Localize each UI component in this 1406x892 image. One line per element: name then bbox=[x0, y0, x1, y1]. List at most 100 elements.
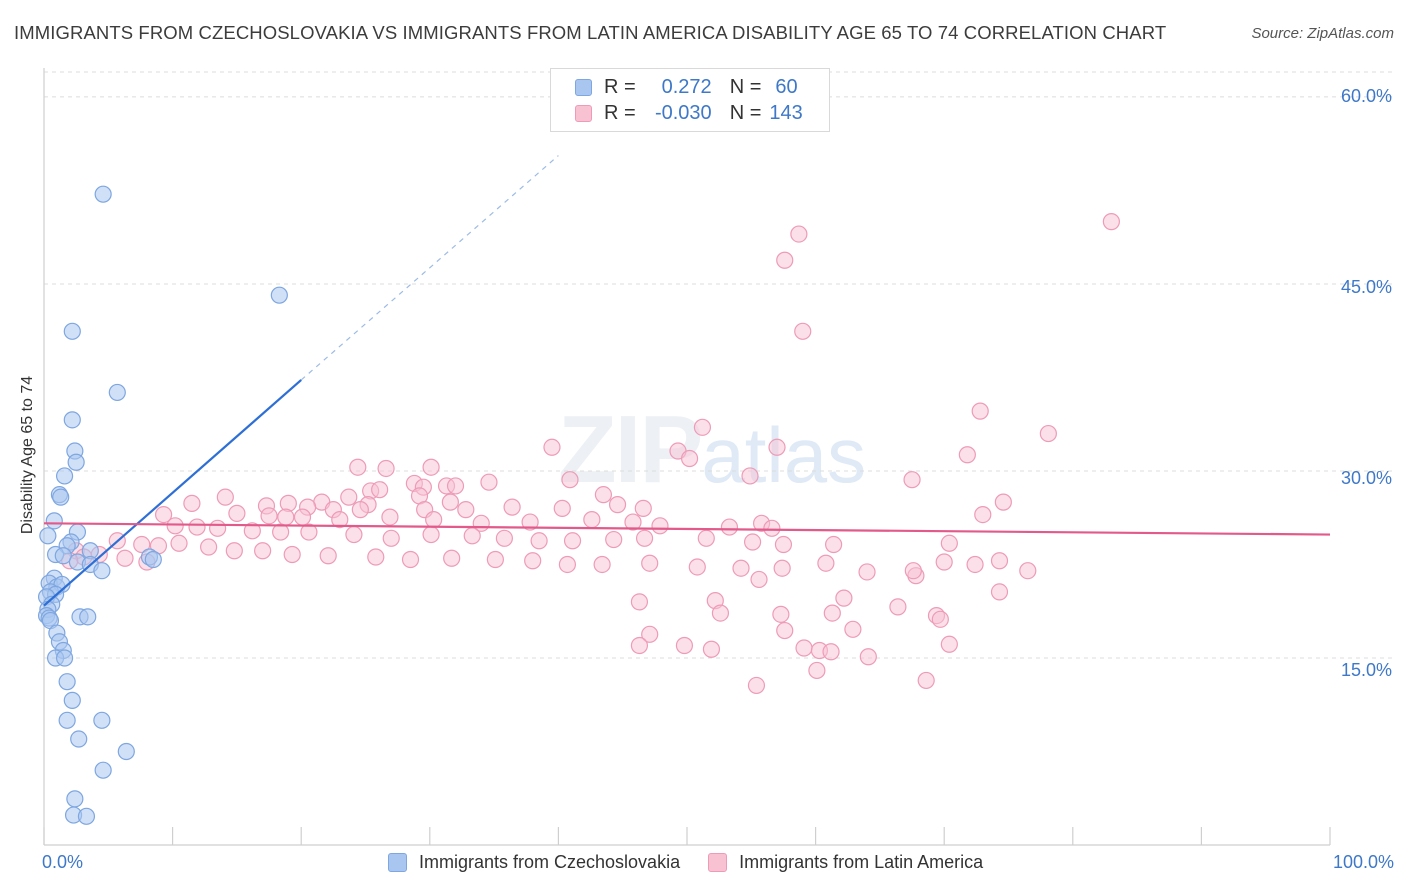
latin-america-point bbox=[931, 610, 949, 628]
latin-america-point bbox=[243, 522, 261, 540]
czechoslovakia-point bbox=[55, 649, 74, 667]
r-label: R = bbox=[604, 101, 636, 124]
latin-america-point bbox=[773, 559, 791, 577]
latin-america-point bbox=[443, 549, 461, 567]
latin-america-point bbox=[563, 532, 582, 550]
n-label: N = bbox=[729, 101, 762, 124]
latin-america-point bbox=[702, 640, 721, 658]
latin-america-point bbox=[889, 598, 907, 616]
czechoslovakia-trend-extension bbox=[300, 155, 559, 381]
legend-label: Immigrants from Latin America bbox=[739, 852, 984, 872]
czechoslovakia-point bbox=[94, 185, 112, 203]
latin-america-point bbox=[651, 517, 669, 535]
latin-america-point bbox=[822, 643, 840, 661]
r-value: -0.030 bbox=[654, 101, 712, 124]
latin-america-point bbox=[741, 467, 759, 485]
czechoslovakia-point bbox=[117, 742, 135, 761]
latin-america-point bbox=[768, 438, 786, 456]
latin-america-point bbox=[966, 555, 984, 574]
czechoslovakia-point bbox=[70, 730, 88, 748]
latin-america-point bbox=[630, 593, 649, 611]
latin-america-point bbox=[935, 553, 953, 571]
latin-america-point bbox=[743, 533, 762, 551]
latin-america-point bbox=[1039, 424, 1057, 443]
r-label: R = bbox=[604, 75, 636, 98]
x-tick-label-min: 0.0% bbox=[42, 852, 84, 872]
latin-america-point bbox=[772, 605, 790, 623]
latin-america-point bbox=[349, 458, 367, 476]
latin-america-point bbox=[503, 498, 521, 516]
czechoslovakia-point bbox=[94, 761, 112, 779]
trend-lines bbox=[43, 155, 1331, 607]
latin-america-point bbox=[835, 589, 853, 607]
y-tick-label-30: 30.0% bbox=[1340, 468, 1392, 488]
latin-america-point bbox=[635, 529, 654, 547]
latin-america-point bbox=[594, 486, 613, 504]
y-tick-label-45: 45.0% bbox=[1340, 277, 1392, 297]
latin-america-point bbox=[216, 488, 234, 506]
latin-america-point bbox=[675, 636, 694, 655]
czechoslovakia-point bbox=[63, 322, 81, 340]
latin-america-point bbox=[530, 532, 548, 550]
czechoslovakia-point bbox=[93, 562, 111, 580]
latin-america-point bbox=[593, 555, 611, 574]
legend-swatch-blue bbox=[388, 853, 407, 872]
latin-america-point bbox=[382, 529, 400, 547]
latin-america-point bbox=[844, 620, 862, 638]
latin-america-point bbox=[367, 548, 385, 566]
latin-america-point bbox=[371, 481, 389, 499]
latin-america-point bbox=[917, 671, 935, 690]
latin-america-point bbox=[624, 513, 642, 531]
latin-america-point bbox=[808, 661, 826, 680]
latin-america-point bbox=[750, 570, 768, 589]
latin-america-point bbox=[543, 438, 561, 456]
czechoslovakia-point bbox=[144, 550, 162, 569]
latin-america-point bbox=[720, 518, 739, 536]
latin-america-point bbox=[345, 525, 363, 544]
source-label: Source: ZipAtlas.com bbox=[1251, 25, 1394, 42]
latin-america-point bbox=[166, 517, 184, 535]
legend-swatch-pink bbox=[708, 853, 728, 872]
latin-america-point bbox=[486, 550, 504, 569]
legend-row-czechoslovakia: R = 0.272 N = 60 bbox=[575, 74, 798, 100]
latin-america-point bbox=[170, 534, 188, 552]
latin-america-point bbox=[608, 496, 627, 514]
legend-item-latin-america[interactable]: Immigrants from Latin America bbox=[708, 852, 983, 873]
legend-item-czechoslovakia[interactable]: Immigrants from Czechoslovakia bbox=[388, 852, 680, 873]
latin-america-point bbox=[272, 523, 290, 541]
latin-america-point bbox=[823, 604, 841, 622]
latin-america-point bbox=[990, 583, 1009, 601]
correlation-legend: R = 0.272 N = 60 R = -0.030 N = 143 bbox=[550, 68, 830, 132]
latin-america-point bbox=[790, 225, 808, 243]
latin-america-point bbox=[524, 552, 542, 570]
latin-america-point bbox=[422, 525, 440, 544]
latin-america-point bbox=[377, 459, 395, 478]
latin-america-point bbox=[958, 446, 976, 464]
latin-america-point bbox=[974, 506, 992, 524]
axes bbox=[43, 68, 1331, 846]
series-legend: Immigrants from Czechoslovakia Immigrant… bbox=[388, 852, 1011, 873]
latin-america-point bbox=[693, 418, 712, 436]
r-value: 0.272 bbox=[661, 75, 712, 98]
latin-america-point bbox=[283, 545, 301, 564]
latin-america-point bbox=[183, 494, 201, 512]
latin-america-point bbox=[300, 523, 318, 541]
watermark: ZIPatlas bbox=[558, 395, 866, 505]
n-value: 143 bbox=[769, 101, 803, 124]
latin-america-point bbox=[776, 251, 794, 269]
latin-america-point bbox=[457, 501, 475, 519]
latin-america-point bbox=[521, 513, 539, 531]
latin-america-point bbox=[228, 504, 246, 522]
latin-america-point bbox=[553, 499, 571, 517]
latin-america-point bbox=[446, 477, 465, 495]
latin-america-point bbox=[188, 518, 206, 536]
x-tick-label-max: 100.0% bbox=[1332, 852, 1394, 872]
latin-america-point bbox=[495, 529, 513, 547]
legend-label: Immigrants from Czechoslovakia bbox=[419, 852, 681, 872]
latin-america-point bbox=[990, 552, 1009, 570]
latin-america-point bbox=[558, 555, 577, 574]
legend-swatch-blue bbox=[575, 78, 592, 96]
latin-america-point bbox=[940, 534, 958, 552]
czechoslovakia-point bbox=[39, 527, 57, 545]
czechoslovakia-point bbox=[93, 711, 111, 729]
